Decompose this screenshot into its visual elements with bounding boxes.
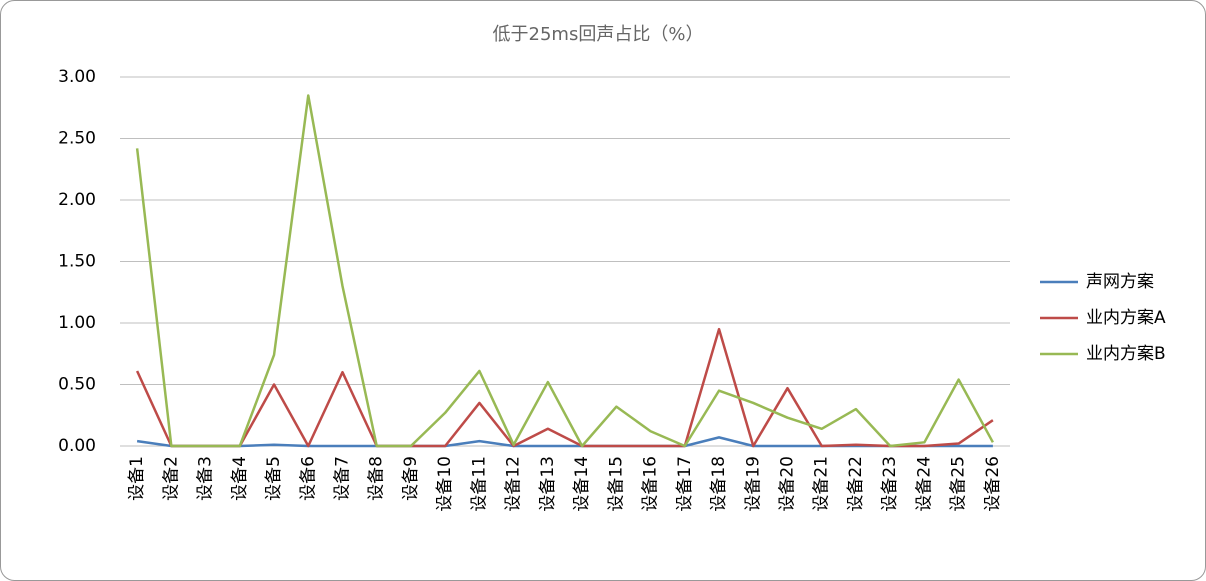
y-tick-label: 2.00 xyxy=(58,190,96,210)
x-tick-label: 设备23 xyxy=(880,456,900,512)
x-tick-label: 设备16 xyxy=(641,456,661,512)
x-tick-label: 设备15 xyxy=(606,456,626,512)
y-tick-label: 1.50 xyxy=(58,252,96,272)
series-line xyxy=(135,94,994,448)
x-tick-label: 设备19 xyxy=(743,456,763,512)
x-tick-label: 设备3 xyxy=(196,456,216,501)
x-tick-label: 设备14 xyxy=(572,456,592,512)
y-tick-label: 2.50 xyxy=(58,129,96,149)
x-tick-label: 设备8 xyxy=(367,456,387,501)
x-tick-label: 设备17 xyxy=(675,456,695,512)
x-tick-label: 设备21 xyxy=(812,456,832,512)
x-tick-label: 设备9 xyxy=(401,456,421,501)
x-tick-label: 设备1 xyxy=(127,456,147,501)
x-tick-label: 设备4 xyxy=(230,456,250,501)
y-tick-label: 0.00 xyxy=(58,436,96,456)
x-tick-label: 设备22 xyxy=(846,456,866,512)
series-line xyxy=(135,327,994,448)
x-tick-label: 设备13 xyxy=(538,456,558,512)
x-tick-label: 设备2 xyxy=(161,456,181,501)
x-tick-label: 设备7 xyxy=(333,456,353,501)
x-tick-label: 设备25 xyxy=(949,456,969,512)
x-tick-label: 设备20 xyxy=(778,456,798,512)
x-tick-label: 设备26 xyxy=(983,456,1003,512)
x-tick-label: 设备18 xyxy=(709,456,729,512)
y-tick-label: 1.00 xyxy=(58,313,96,333)
y-tick-label: 3.00 xyxy=(58,67,96,87)
x-tick-label: 设备24 xyxy=(914,456,934,512)
chart-title: 低于25ms回声占比（%） xyxy=(493,24,704,45)
legend-label: 业内方案B xyxy=(1086,344,1166,364)
x-tick-label: 设备5 xyxy=(264,456,284,501)
x-tick-label: 设备10 xyxy=(435,456,455,512)
y-tick-label: 0.50 xyxy=(58,375,96,395)
x-tick-label: 设备12 xyxy=(504,456,524,512)
legend-label: 声网方案 xyxy=(1086,272,1154,292)
x-tick-label: 设备6 xyxy=(298,456,318,501)
x-tick-label: 设备11 xyxy=(469,456,489,512)
legend-label: 业内方案A xyxy=(1086,308,1166,328)
